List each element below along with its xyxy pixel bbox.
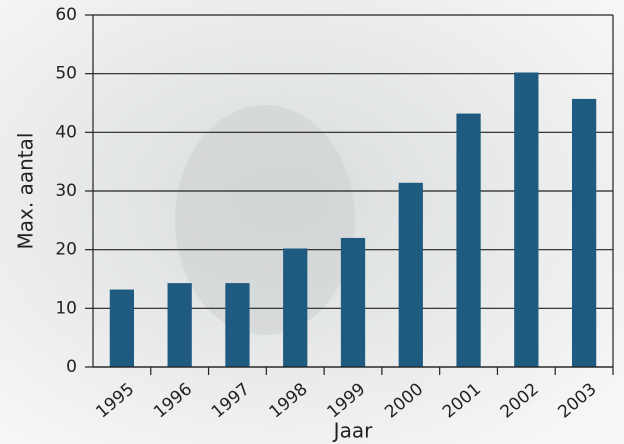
bar <box>571 98 597 367</box>
bar <box>167 283 192 367</box>
y-axis-label: Max. aantal <box>14 133 38 250</box>
bar <box>514 72 539 367</box>
y-tick-label: 60 <box>55 5 77 25</box>
bar <box>109 289 135 367</box>
x-axis-label: Jaar <box>332 419 373 443</box>
bar <box>225 283 250 367</box>
y-tick-label: 30 <box>55 181 77 201</box>
y-tick-label: 20 <box>55 240 77 260</box>
y-tick-label: 10 <box>55 298 77 318</box>
bar <box>340 237 366 367</box>
bar <box>283 248 308 367</box>
bar <box>456 113 481 367</box>
y-tick-label: 0 <box>66 357 77 377</box>
seal-silhouette <box>175 105 355 335</box>
bar <box>398 182 423 367</box>
y-tick-label: 40 <box>55 122 77 142</box>
y-tick-label: 50 <box>55 64 77 84</box>
